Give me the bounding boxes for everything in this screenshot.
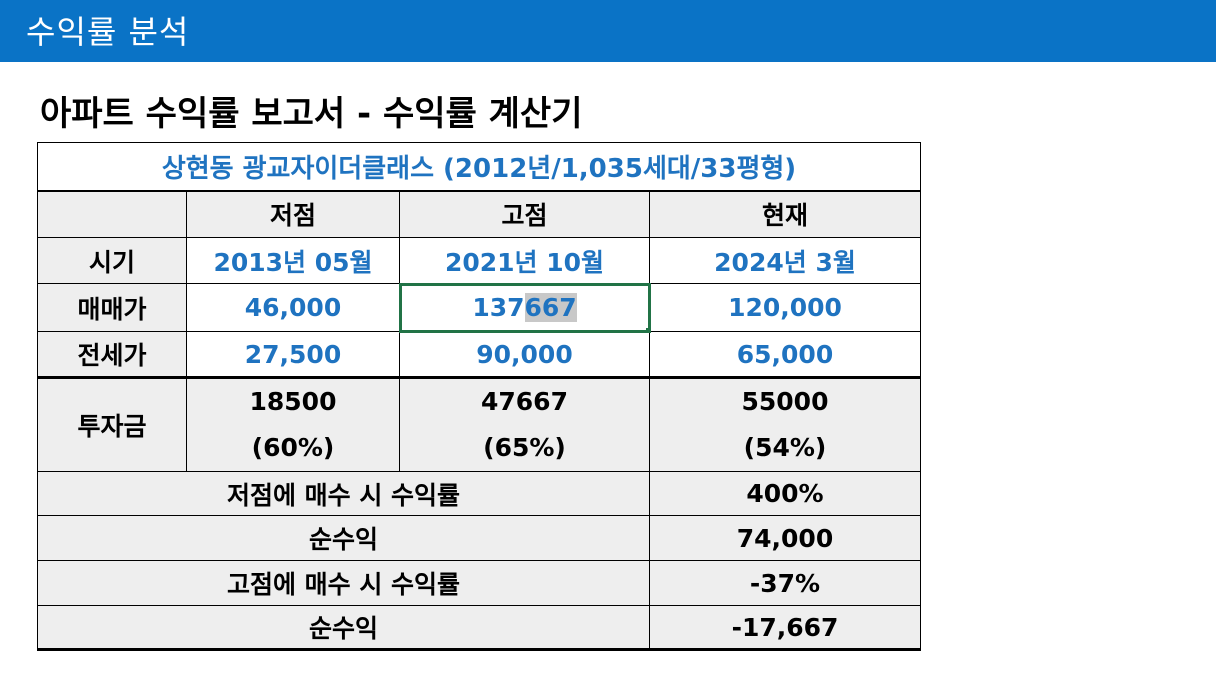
row-label-period[interactable]: 시기	[37, 237, 187, 284]
investment-high-ratio: (65%)	[483, 433, 566, 462]
row-label-jeonse-price[interactable]: 전세가	[37, 331, 187, 378]
investment-high-value: 47667	[481, 387, 568, 416]
sale-price-high-prefix: 137	[472, 293, 525, 322]
sale-price-high-selected-cell[interactable]: 137667	[398, 282, 651, 333]
low-buy-return-value[interactable]: 400%	[649, 471, 921, 516]
period-low[interactable]: 2013년 05월	[186, 237, 400, 284]
corner-cell[interactable]	[37, 190, 187, 238]
page-heading: 아파트 수익률 보고서 - 수익률 계산기	[40, 94, 583, 134]
high-net-profit-label[interactable]: 순수익	[37, 605, 650, 651]
sale-price-current[interactable]: 120,000	[649, 283, 921, 332]
period-current[interactable]: 2024년 3월	[649, 237, 921, 284]
investment-current-ratio: (54%)	[743, 433, 827, 462]
table-title[interactable]: 상현동 광교자이더클래스 (2012년/1,035세대/33평형)	[37, 142, 921, 192]
investment-low-value: 18500	[249, 387, 337, 416]
sale-price-low[interactable]: 46,000	[186, 283, 400, 332]
sale-price-high-highlight: 667	[524, 293, 577, 322]
low-net-profit-value[interactable]: 74,000	[649, 515, 921, 561]
header-title: 수익률 분석	[26, 13, 190, 51]
column-header-high[interactable]: 고점	[399, 190, 650, 238]
jeonse-price-current[interactable]: 65,000	[649, 331, 921, 378]
fill-handle[interactable]	[646, 328, 649, 331]
low-buy-return-label[interactable]: 저점에 매수 시 수익률	[37, 471, 650, 516]
investment-current-value: 55000	[741, 387, 829, 416]
jeonse-price-low[interactable]: 27,500	[186, 331, 400, 378]
investment-low-ratio: (60%)	[251, 433, 335, 462]
header-bar: 수익률 분석	[0, 0, 1216, 62]
period-high[interactable]: 2021년 10월	[399, 237, 650, 284]
high-buy-return-label[interactable]: 고점에 매수 시 수익률	[37, 560, 650, 606]
high-buy-return-value[interactable]: -37%	[649, 560, 921, 606]
column-header-current[interactable]: 현재	[649, 190, 921, 238]
row-label-sale-price[interactable]: 매매가	[37, 283, 187, 332]
investment-low[interactable]: 18500 (60%)	[186, 376, 400, 472]
high-net-profit-value[interactable]: -17,667	[649, 605, 921, 651]
column-header-low[interactable]: 저점	[186, 190, 400, 238]
investment-current[interactable]: 55000 (54%)	[649, 376, 921, 472]
return-table: 상현동 광교자이더클래스 (2012년/1,035세대/33평형) 저점 고점 …	[37, 142, 921, 651]
investment-high[interactable]: 47667 (65%)	[399, 376, 650, 472]
jeonse-price-high[interactable]: 90,000	[399, 331, 650, 378]
row-label-investment[interactable]: 투자금	[37, 376, 187, 472]
low-net-profit-label[interactable]: 순수익	[37, 515, 650, 561]
